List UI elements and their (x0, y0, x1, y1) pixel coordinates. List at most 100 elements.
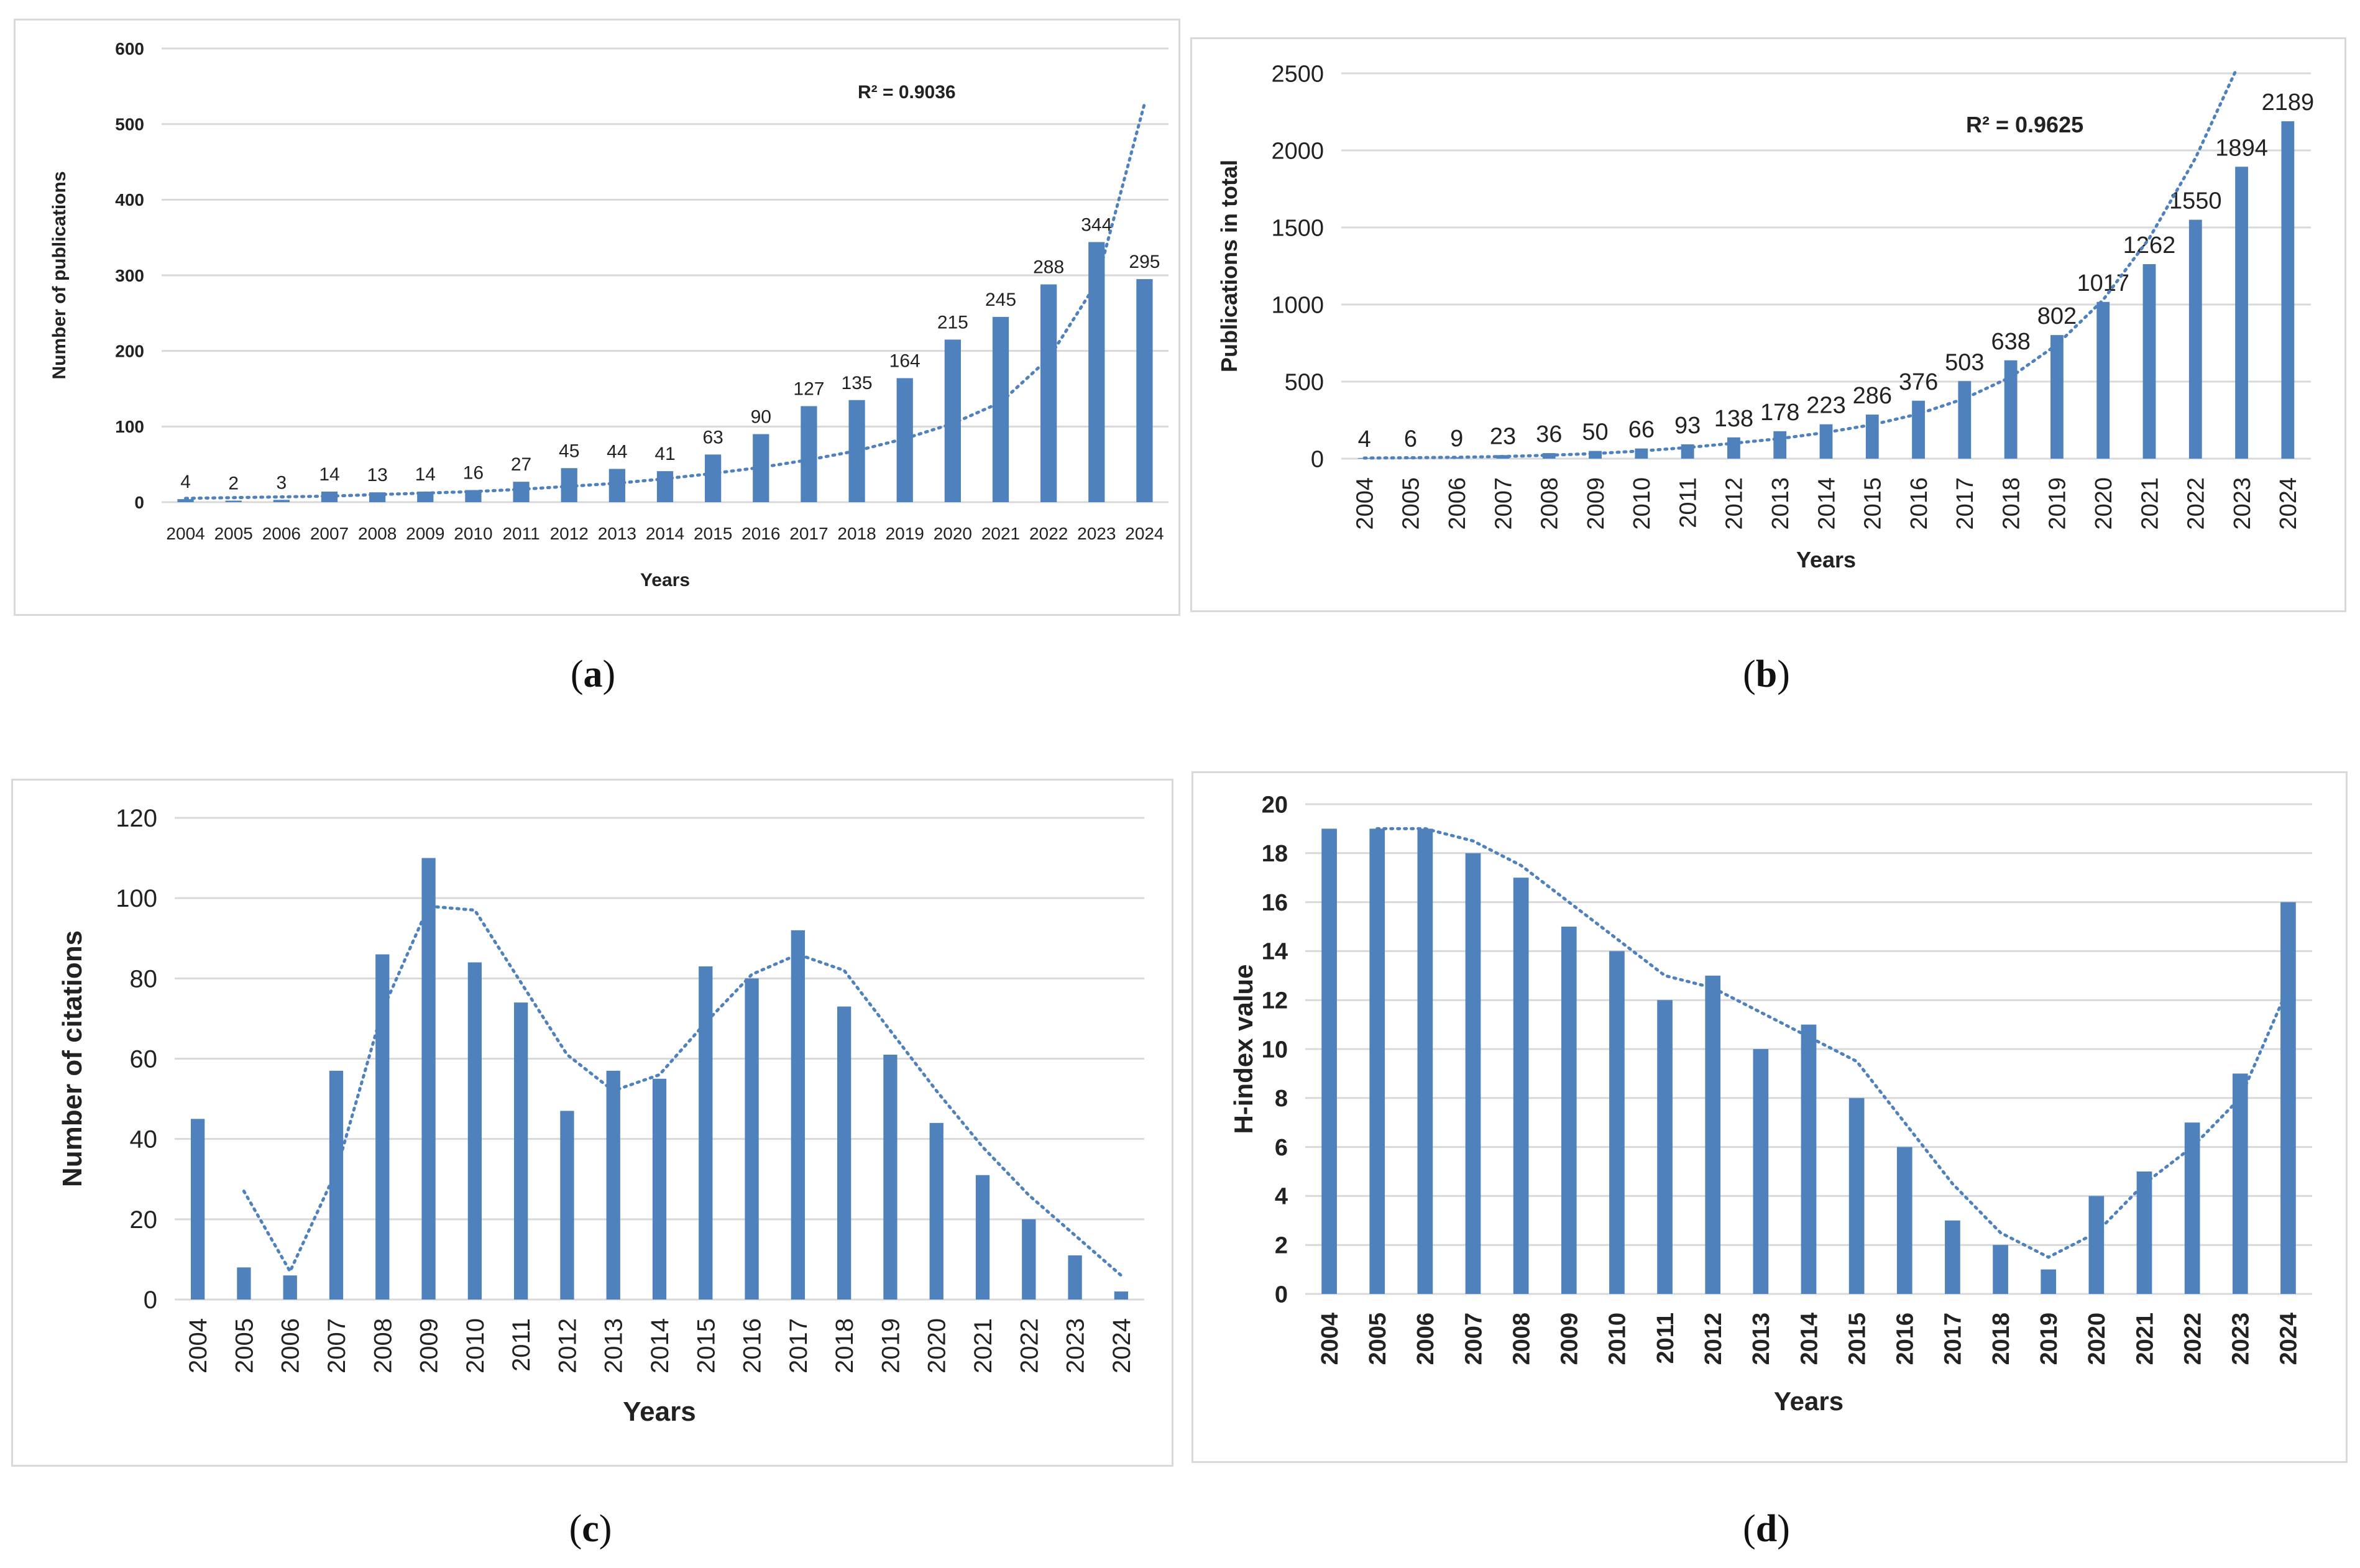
y-tick-label-d: 4 (1275, 1184, 1288, 1210)
x-tick-label-b: 2021 (2137, 477, 2163, 530)
bar-c-2024 (1114, 1291, 1128, 1300)
x-tick-label-c: 2023 (1062, 1318, 1090, 1373)
bar-c-2016 (745, 978, 759, 1300)
y-tick-label-c: 20 (130, 1206, 158, 1234)
x-tick-label-b: 2019 (2045, 477, 2071, 530)
bar-b-2017 (1958, 381, 1972, 459)
bar-b-2016 (1912, 400, 1925, 459)
r-squared-annotation-b: R² = 0.9625 (1966, 112, 2083, 137)
bar-a-2017 (801, 406, 817, 502)
x-tick-label-b: 2015 (1860, 477, 1886, 530)
x-tick-label-a: 2023 (1077, 524, 1116, 543)
r-squared-annotation-a: R² = 0.9036 (858, 82, 956, 103)
data-label-b-2023: 1894 (2215, 135, 2268, 161)
bar-d-2022 (2184, 1122, 2200, 1294)
x-tick-label-a: 2011 (502, 524, 539, 543)
x-tick-label-b: 2005 (1398, 477, 1425, 530)
x-tick-label-a: 2004 (166, 524, 204, 543)
data-label-b-2004: 4 (1358, 426, 1371, 452)
bar-d-2006 (1417, 828, 1433, 1294)
data-label-b-2015: 286 (1853, 383, 1892, 409)
y-tick-label-d: 6 (1275, 1135, 1288, 1161)
bar-d-2009 (1561, 927, 1577, 1294)
data-label-b-2017: 503 (1945, 349, 1984, 375)
x-tick-label-b: 2007 (1490, 477, 1517, 530)
x-tick-label-b: 2016 (1906, 477, 1932, 530)
chart-d: 0 2 4 6 8 10 12 14 16 18 20 2004 2005 2006 2007 2008 200… (1229, 792, 2312, 1416)
caption-c: (c) (569, 1508, 612, 1550)
bar-c-2015 (699, 966, 713, 1300)
x-tick-label-a: 2024 (1125, 524, 1164, 543)
data-label-a-2023: 344 (1081, 214, 1112, 235)
bar-c-2007 (329, 1070, 344, 1300)
data-label-a-2012: 45 (559, 441, 579, 461)
y-axis-title-c: Number of citations (57, 930, 88, 1187)
x-tick-label-b: 2008 (1537, 477, 1563, 530)
y-tick-label-c: 100 (116, 885, 157, 912)
bar-d-2017 (1945, 1220, 1960, 1294)
x-tick-label-a: 2017 (789, 524, 828, 543)
bar-c-2013 (606, 1070, 620, 1300)
y-tick-label-d: 16 (1262, 890, 1288, 916)
y-tick-label-c: 80 (130, 965, 158, 993)
x-tick-label-a: 2006 (262, 524, 301, 543)
y-tick-label-a: 600 (115, 39, 144, 58)
bar-a-2021 (992, 316, 1009, 502)
bar-b-2013 (1773, 431, 1787, 459)
trendline-b (1362, 70, 2238, 460)
bar-b-2015 (1865, 415, 1879, 459)
x-tick-label-c: 2011 (508, 1318, 535, 1372)
bar-c-2004 (191, 1119, 205, 1300)
x-tick-label-c: 2007 (323, 1318, 351, 1373)
chart-panel-d: 0 2 4 6 8 10 12 14 16 18 20 2004 2005 2006 2007 2008 200… (1191, 771, 2348, 1463)
y-axis-title-b: Publications in total (1216, 160, 1242, 372)
data-label-b-2022: 1550 (2169, 188, 2222, 214)
x-tick-label-a: 2019 (886, 524, 924, 543)
y-tick-label-a: 100 (115, 417, 144, 436)
x-tick-label-d: 2011 (1653, 1313, 1679, 1364)
y-tick-label-b: 1000 (1271, 292, 1324, 318)
bar-c-2020 (929, 1122, 944, 1300)
bar-c-2009 (421, 858, 436, 1300)
caption-a: (a) (570, 653, 616, 695)
x-tick-label-b: 2010 (1629, 477, 1655, 530)
bar-d-2024 (2280, 902, 2296, 1294)
x-tick-label-c: 2009 (416, 1318, 443, 1373)
x-tick-label-b: 2020 (2091, 477, 2117, 530)
data-label-a-2020: 215 (937, 312, 968, 332)
x-tick-label-d: 2007 (1461, 1313, 1487, 1365)
bar-b-2020 (2096, 301, 2110, 459)
x-tick-label-c: 2005 (231, 1318, 258, 1373)
bar-b-2023 (2235, 167, 2248, 459)
bar-c-2014 (652, 1078, 667, 1300)
trendline-c (242, 904, 1123, 1277)
data-label-b-2008: 36 (1536, 421, 1562, 447)
x-tick-label-c: 2010 (462, 1318, 489, 1373)
x-tick-label-d: 2012 (1701, 1313, 1727, 1365)
bar-c-2022 (1022, 1219, 1036, 1300)
y-tick-label-b: 0 (1311, 446, 1324, 472)
bar-d-2018 (1993, 1245, 2008, 1294)
y-tick-label-a: 0 (134, 493, 144, 512)
y-tick-label-d: 8 (1275, 1086, 1288, 1112)
x-tick-label-c: 2022 (1016, 1318, 1043, 1373)
x-tick-label-c: 2015 (692, 1318, 720, 1373)
x-tick-label-d: 2020 (2084, 1313, 2110, 1365)
x-tick-label-d: 2005 (1365, 1313, 1391, 1365)
x-axis-title-b: Years (1796, 547, 1856, 572)
x-tick-label-a: 2015 (694, 524, 732, 543)
data-label-a-2021: 245 (985, 290, 1016, 310)
data-label-a-2011: 27 (511, 454, 531, 475)
bar-a-2023 (1088, 242, 1105, 502)
x-tick-label-c: 2017 (785, 1318, 812, 1373)
bar-c-2010 (467, 962, 482, 1300)
data-label-a-2014: 41 (654, 444, 675, 464)
bar-d-2015 (1848, 1098, 1865, 1294)
y-tick-label-a: 400 (115, 190, 144, 209)
x-tick-label-b: 2004 (1352, 477, 1378, 530)
x-tick-label-a: 2010 (454, 524, 492, 543)
x-tick-label-b: 2006 (1444, 477, 1471, 530)
data-label-b-2005: 6 (1404, 426, 1417, 452)
x-tick-label-a: 2007 (310, 524, 349, 543)
x-tick-label-a: 2016 (742, 524, 780, 543)
